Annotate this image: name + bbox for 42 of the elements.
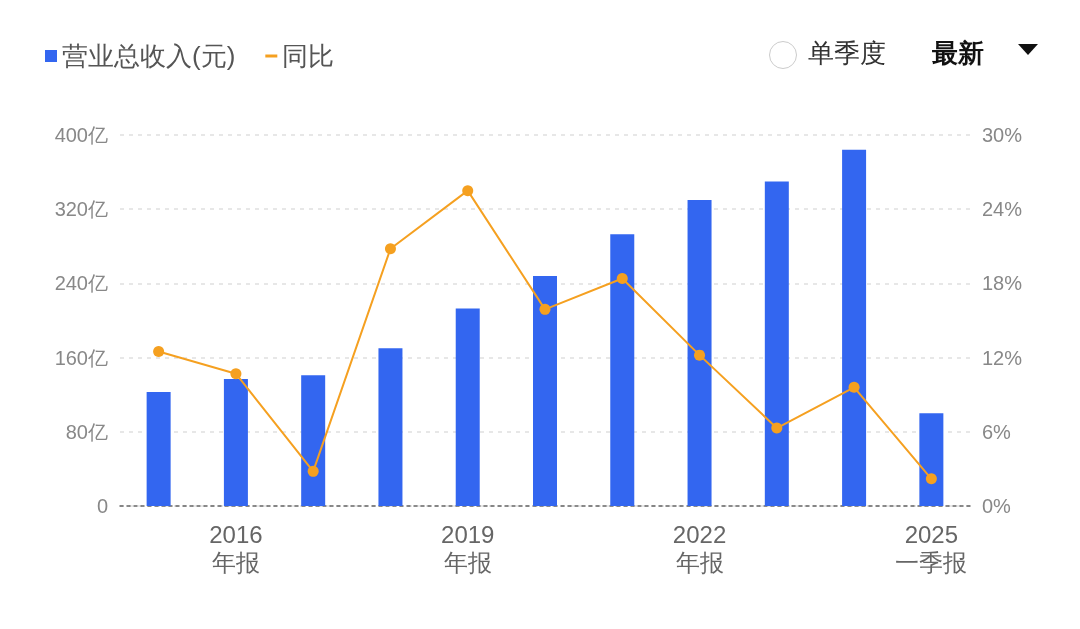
point: [230, 368, 242, 380]
y2-tick-label: 6%: [982, 420, 1012, 443]
x-tick-label: 2019 年报: [441, 520, 495, 576]
point: [153, 345, 165, 357]
point: [925, 473, 937, 485]
point: [848, 381, 860, 393]
point: [616, 272, 628, 284]
bar: [378, 348, 403, 506]
bar: [146, 391, 171, 506]
bar: [301, 375, 326, 506]
bar: [223, 378, 248, 506]
point: [771, 422, 783, 434]
point: [307, 465, 319, 477]
y2-tick-label: 30%: [982, 124, 1023, 146]
legend-label: 同比: [282, 41, 335, 71]
point: [462, 185, 474, 197]
y-tick-label: 0: [96, 495, 108, 517]
x-tick-label: 2025 一季报: [895, 520, 968, 576]
bar: [455, 308, 480, 506]
y-tick-label: 240亿: [54, 272, 108, 295]
y2-tick-label: 0%: [982, 495, 1012, 517]
y-tick-label: 80亿: [65, 420, 108, 443]
y-tick-label: 400亿: [54, 124, 108, 146]
y2-tick-label: 12%: [982, 346, 1023, 369]
bar: [842, 149, 867, 506]
bar: [610, 234, 635, 506]
text: 最新: [931, 38, 984, 68]
bar: [687, 199, 712, 506]
bar: [533, 275, 557, 506]
point: [384, 243, 396, 255]
bar: [764, 181, 789, 506]
text: 单季度: [808, 38, 886, 68]
y2-tick-label: 18%: [982, 272, 1023, 295]
legend-label: 营业总收入(元): [62, 41, 236, 71]
bar: [919, 413, 944, 506]
x-tick-label: 2022 年报: [672, 520, 727, 576]
y-tick-label: 160亿: [54, 346, 108, 369]
point: [539, 303, 551, 315]
x-tick-label: 2016 年报: [209, 520, 263, 576]
point: [694, 349, 706, 361]
y-tick-label: 320亿: [54, 198, 108, 221]
y2-tick-label: 24%: [982, 198, 1023, 221]
